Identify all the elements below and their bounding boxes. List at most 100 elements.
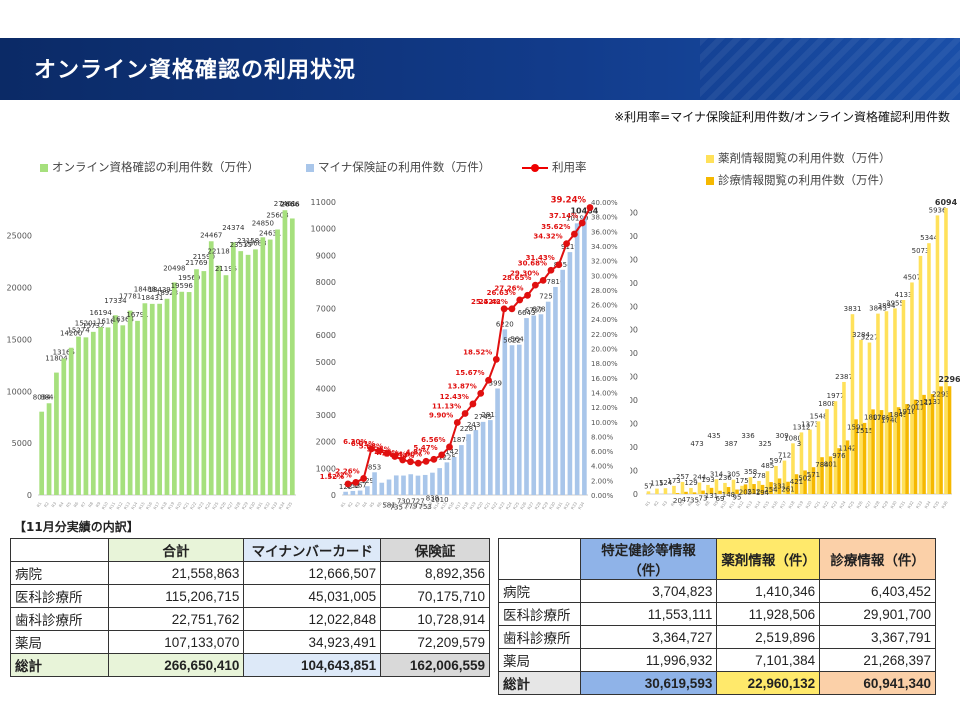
x-tick-label: R33 [270, 501, 278, 510]
bar-drug [740, 485, 744, 494]
data-label: 22118 [207, 248, 229, 256]
x-tick-label: R20 [476, 501, 484, 511]
rate-label: 31.43% [526, 254, 555, 262]
y-tick-label: 1000 [630, 443, 638, 452]
y-tick-label: 2000 [630, 396, 638, 405]
x-tick-label: R35 [932, 500, 940, 510]
rate-label: 4.79% [374, 449, 398, 457]
data-label: 976 [832, 452, 846, 460]
data-label: 331 [773, 482, 786, 490]
x-tick-label: R14 [432, 501, 440, 511]
rate-point [414, 459, 422, 467]
rate-point [516, 296, 524, 304]
bar-clinical [726, 487, 731, 494]
data-label: 194 [756, 489, 770, 497]
bar [480, 421, 486, 495]
bar [582, 216, 587, 495]
y2-tick-label: 40.00% [591, 199, 618, 207]
bar [289, 218, 295, 496]
table-cell: 45,031,005 [243, 584, 382, 608]
x-tick-label: R34 [577, 501, 585, 511]
x-tick-label: R5 [368, 501, 375, 509]
x-tick-label: R15 [762, 500, 770, 510]
x-tick-label: R33 [915, 500, 923, 510]
x-tick-label: R2 [653, 500, 660, 508]
table-cell: 2,519,896 [716, 625, 821, 649]
rate-label: 25.42% [471, 298, 500, 306]
bar-drug [655, 488, 659, 494]
x-tick-label: R23 [497, 501, 505, 511]
x-tick-label: R22 [821, 500, 829, 510]
rate-point [539, 276, 547, 284]
table-cell: 3,364,727 [579, 625, 718, 649]
bar [495, 388, 500, 495]
x-tick-label: R3 [50, 501, 57, 509]
table-row: 歯科診療所 22,751,762 12,022,848 10,728,914 [10, 607, 490, 631]
data-label: 21590 [193, 253, 215, 261]
bar [524, 318, 529, 495]
bar-clinical [905, 404, 909, 494]
table-cell: 薬局 [10, 630, 109, 654]
bar-drug [791, 443, 795, 494]
rate-point [586, 204, 594, 211]
legend-swatch-green [40, 163, 48, 172]
table-cell: 総計 [10, 653, 109, 677]
chart-info-views: 0 500 1000 1500 2000 2500 3000 3500 4000 4500 5000… [630, 198, 960, 510]
y-tick-label: 7000 [316, 305, 336, 314]
bar-clinical [777, 478, 782, 494]
x-tick-label: R13 [425, 501, 433, 511]
bar [451, 457, 457, 495]
y2-tick-label: 38.00% [591, 214, 618, 222]
y-tick-label: 4500 [630, 279, 638, 288]
x-tick-label: R13 [123, 501, 131, 510]
rate-point [500, 305, 508, 313]
x-tick-label: R31 [255, 501, 263, 510]
rate-label: 39.24% [551, 196, 587, 206]
x-tick-label: R34 [278, 501, 286, 510]
y2-tick-label: 4.00% [591, 463, 614, 471]
bar-drug [935, 215, 940, 494]
table-cell: 12,022,848 [243, 607, 382, 631]
bar [253, 249, 258, 495]
x-tick-label: R29 [541, 501, 549, 511]
bar [68, 347, 74, 495]
rate-label: 4.60% [398, 450, 422, 458]
legend-swatch-blue [306, 163, 314, 172]
bar [282, 210, 288, 496]
bar-clinical [709, 487, 714, 494]
data-label: 3 [797, 440, 801, 448]
table-cell: 歯科診療所 [10, 607, 109, 631]
bar-clinical [692, 492, 697, 494]
legend-chart3-b: 診療情報閲覧の利用件数（万件） [706, 172, 891, 188]
y2-tick-label: 20.00% [591, 346, 618, 354]
bar-clinical [871, 409, 875, 494]
data-label: 753 [419, 503, 432, 511]
data-label: 5643 [510, 336, 528, 344]
section-label: 【11月分実績の内訳】 [14, 520, 139, 534]
table-header-cell: マイナンバーカード [243, 538, 382, 562]
rate-label: 6.01% [351, 440, 375, 448]
bar [516, 344, 522, 495]
legend-label-myna: マイナ保険証の利用件数（万件） [318, 160, 491, 174]
bar-drug [910, 282, 914, 494]
data-label: 8034 [33, 394, 51, 402]
x-tick-label: R21 [483, 501, 491, 511]
x-tick-label: R16 [145, 501, 153, 510]
y2-tick-label: 32.00% [591, 258, 618, 266]
x-tick-label: R10 [101, 501, 109, 510]
data-label: 257 [676, 473, 689, 481]
data-label: 11804 [45, 355, 68, 363]
bar [275, 229, 280, 495]
x-tick-label: R36 [940, 500, 948, 510]
x-tick-label: R3 [661, 500, 668, 508]
data-label: 18923 [156, 289, 178, 297]
data-label: 8846 [40, 393, 58, 401]
bar-drug [782, 460, 787, 494]
x-tick-label: R9 [95, 501, 102, 509]
bar [83, 337, 89, 495]
bar-drug [867, 342, 872, 494]
y2-tick-label: 34.00% [591, 243, 618, 251]
y-tick-label: 4000 [316, 384, 336, 393]
rate-label: 6.56% [421, 436, 445, 444]
